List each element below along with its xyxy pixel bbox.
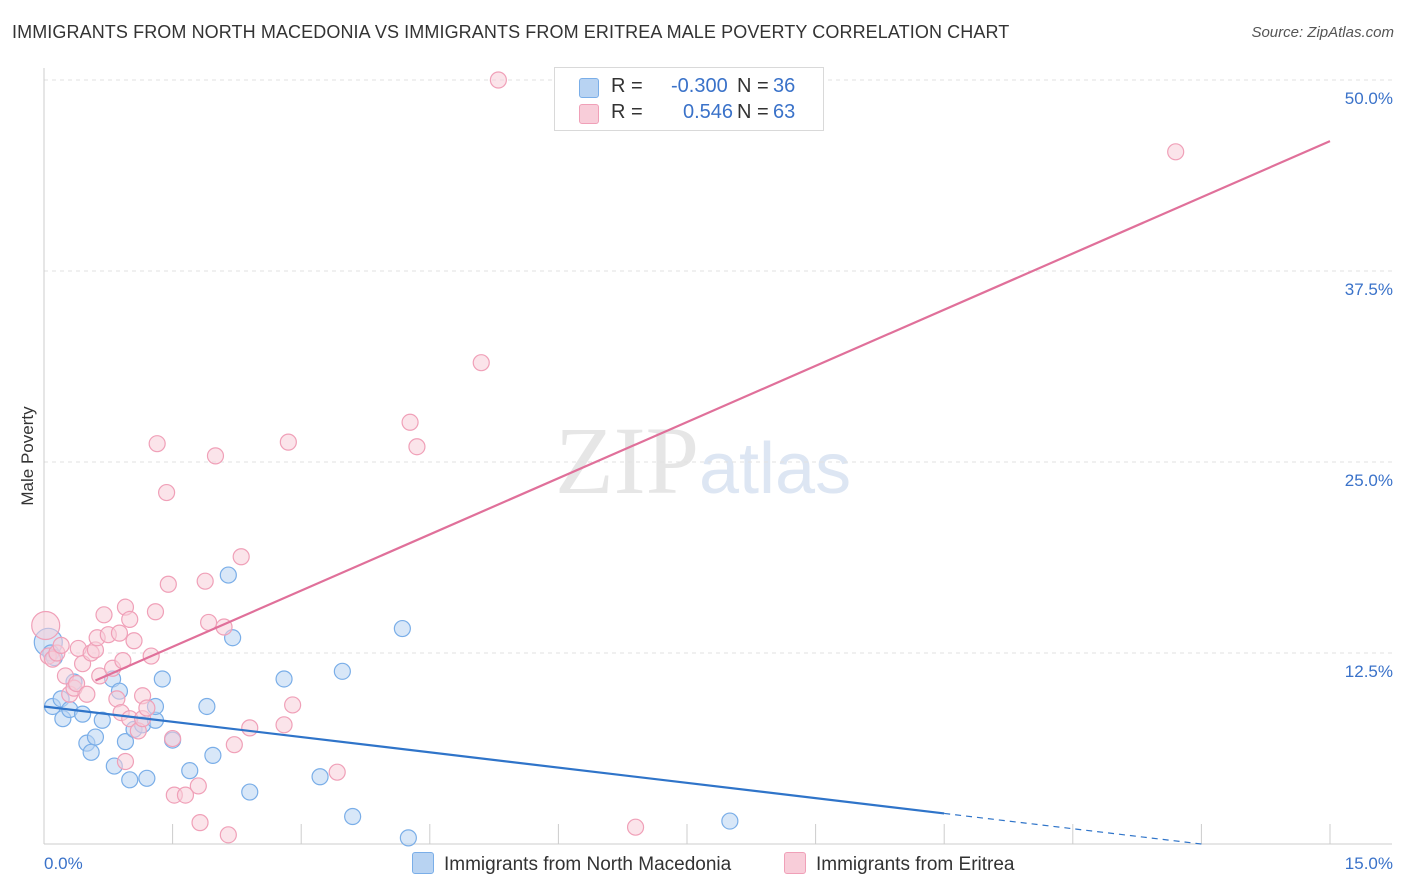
legend-n-value: 36 [773, 75, 796, 97]
data-points [31, 71, 1185, 847]
tick-labels: 12.5% 25.0% 37.5% 50.0% 0.0% 15.0% [44, 89, 1393, 873]
point-eritrea [146, 603, 165, 621]
y-tick-label: 50.0% [1345, 89, 1393, 108]
watermark-zip: ZIP [555, 407, 699, 514]
point-north-macedonia [93, 711, 111, 729]
trend-lines [43, 140, 1331, 845]
point-north-macedonia [82, 743, 100, 761]
point-eritrea [626, 818, 645, 836]
point-eritrea [138, 699, 156, 717]
watermark-atlas: atlas [699, 429, 852, 509]
point-eritrea [191, 814, 209, 832]
point-north-macedonia [204, 746, 222, 764]
trend-line-eritrea [94, 140, 1331, 682]
point-eritrea [232, 548, 250, 566]
point-eritrea [52, 636, 70, 654]
point-eritrea [206, 447, 225, 465]
point-eritrea [116, 752, 135, 771]
axes [43, 68, 1392, 845]
point-eritrea [401, 413, 419, 431]
legend-r-value: 0.546 [683, 101, 734, 123]
point-north-macedonia [344, 807, 362, 826]
point-north-macedonia [116, 733, 135, 751]
legend-r-label: R = [611, 101, 643, 123]
point-eritrea [275, 716, 293, 734]
point-eritrea [78, 685, 96, 703]
point-eritrea [67, 674, 86, 693]
point-north-macedonia [153, 670, 171, 688]
y-axis-label: Male Poverty [18, 406, 37, 506]
legend-swatch-eritrea [579, 104, 599, 124]
point-eritrea [159, 575, 177, 593]
point-north-macedonia [86, 728, 105, 746]
point-north-macedonia [181, 762, 199, 780]
point-eritrea [164, 729, 182, 748]
point-north-macedonia [138, 769, 156, 787]
series-name-eritrea: Immigrants from Eritrea [816, 854, 1015, 875]
point-north-macedonia [219, 566, 237, 584]
point-north-macedonia [198, 697, 216, 716]
point-eritrea [148, 435, 166, 453]
y-tick-label: 25.0% [1345, 471, 1393, 490]
point-eritrea [157, 483, 176, 502]
legend-n-label: N = [737, 75, 769, 97]
point-eritrea [121, 610, 139, 628]
point-north-macedonia [721, 812, 739, 830]
point-eritrea [472, 354, 490, 372]
chart-source: Source: ZipAtlas.com [1251, 24, 1394, 41]
series-name-north-macedonia: Immigrants from North Macedonia [444, 854, 732, 875]
point-eritrea [284, 696, 302, 714]
point-eritrea [279, 433, 297, 451]
point-eritrea [219, 826, 237, 844]
series-legend-eritrea: Immigrants from Eritrea [784, 852, 1014, 876]
point-eritrea [225, 736, 243, 754]
point-eritrea [31, 610, 61, 641]
point-north-macedonia [241, 783, 259, 801]
point-eritrea [189, 777, 207, 795]
point-north-macedonia [121, 771, 139, 789]
point-eritrea [241, 719, 259, 737]
legend-n-label: N = [737, 101, 769, 123]
point-eritrea [328, 763, 346, 781]
correlation-legend: R = -0.300 N = 36 R = 0.546 N = 63 [554, 67, 824, 131]
point-eritrea [489, 71, 507, 89]
point-eritrea [110, 624, 129, 642]
series-legend-north-macedonia: Immigrants from North Macedonia [412, 852, 731, 876]
point-eritrea [95, 606, 113, 624]
legend-r-label: R = [611, 75, 643, 97]
legend-swatch-north-macedonia [579, 78, 599, 98]
chart-title: IMMIGRANTS FROM NORTH MACEDONIA VS IMMIG… [12, 22, 1010, 42]
point-eritrea [196, 572, 214, 590]
y-tick-label: 12.5% [1345, 662, 1393, 681]
point-north-macedonia [275, 670, 293, 688]
point-north-macedonia [399, 829, 417, 847]
trend-line-north-macedonia [43, 705, 945, 815]
point-north-macedonia [333, 662, 351, 680]
legend-r-value: -0.300 [671, 75, 728, 97]
point-north-macedonia [393, 619, 411, 638]
series-swatch-eritrea [784, 852, 806, 874]
point-north-macedonia [73, 705, 92, 723]
x-tick-label-max: 15.0% [1345, 854, 1393, 873]
series-swatch-north-macedonia [412, 852, 434, 874]
point-eritrea [1167, 143, 1185, 161]
x-tick-label-min: 0.0% [44, 854, 83, 873]
point-eritrea [408, 438, 426, 456]
point-eritrea [176, 786, 195, 804]
point-north-macedonia [311, 768, 329, 786]
gridlines [44, 79, 1392, 654]
y-tick-label: 37.5% [1345, 280, 1393, 299]
point-eritrea [125, 632, 143, 650]
legend-n-value: 63 [773, 101, 796, 123]
watermark: ZIPatlas [555, 405, 851, 516]
